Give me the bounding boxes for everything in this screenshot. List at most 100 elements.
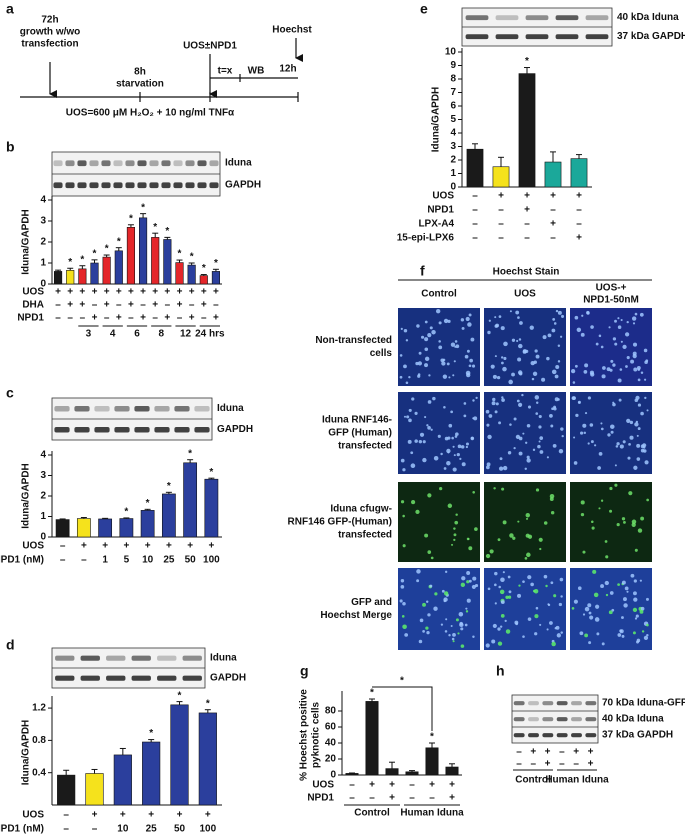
cell-nucleus bbox=[422, 630, 425, 633]
cell-nucleus bbox=[581, 314, 584, 317]
cell-nucleus bbox=[465, 370, 471, 376]
condition-mark: + bbox=[152, 287, 158, 298]
timeline-label: UOS±NPD1 bbox=[183, 41, 237, 52]
cell-nucleus bbox=[488, 319, 491, 322]
condition-mark: – bbox=[429, 793, 435, 804]
bar bbox=[142, 741, 161, 806]
cell-nucleus bbox=[470, 436, 475, 441]
cell-nucleus bbox=[518, 402, 523, 407]
cell-nucleus bbox=[529, 325, 534, 330]
condition-mark: + bbox=[164, 313, 170, 324]
cell-nucleus bbox=[621, 517, 626, 521]
cell-nucleus bbox=[612, 363, 616, 367]
condition-mark: 50 bbox=[174, 824, 186, 834]
cell-nucleus bbox=[598, 507, 601, 510]
cell-nucleus bbox=[466, 598, 471, 603]
cell-nucleus bbox=[502, 571, 505, 574]
blot-band bbox=[131, 675, 151, 681]
blot-band bbox=[53, 182, 63, 189]
cell-nucleus bbox=[464, 354, 469, 359]
cell-nucleus bbox=[558, 448, 564, 454]
cell-nucleus bbox=[620, 340, 623, 343]
cell-nucleus bbox=[534, 614, 539, 619]
cell-nucleus bbox=[407, 439, 412, 444]
cell-nucleus bbox=[454, 520, 459, 525]
cell-nucleus bbox=[455, 513, 458, 516]
condition-mark: – bbox=[55, 300, 61, 311]
cell-nucleus bbox=[533, 360, 537, 364]
cell-nucleus bbox=[614, 319, 617, 323]
condition-mark: – bbox=[349, 780, 355, 791]
cell-nucleus bbox=[621, 616, 624, 619]
significance-star: * bbox=[370, 688, 374, 699]
blot-band bbox=[194, 405, 210, 412]
blot-label: Iduna bbox=[210, 653, 237, 664]
cell-nucleus bbox=[452, 640, 455, 643]
blot-band bbox=[182, 655, 202, 661]
panel-label: f bbox=[420, 263, 425, 279]
bar bbox=[78, 268, 87, 285]
cell-nucleus bbox=[557, 360, 561, 363]
blot-label: GAPDH bbox=[210, 673, 246, 684]
y-tick-label: 20 bbox=[325, 754, 337, 765]
cell-nucleus bbox=[400, 327, 403, 330]
cell-nucleus bbox=[422, 457, 427, 463]
significance-star: * bbox=[124, 507, 128, 518]
cell-nucleus bbox=[621, 634, 625, 638]
cell-nucleus bbox=[538, 425, 542, 429]
cell-nucleus bbox=[534, 349, 538, 353]
cell-nucleus bbox=[464, 623, 468, 627]
cell-nucleus bbox=[450, 342, 456, 347]
bar bbox=[198, 712, 217, 806]
cell-nucleus bbox=[509, 310, 512, 313]
y-tick-label: 60 bbox=[325, 722, 337, 733]
group-label: Control bbox=[354, 808, 390, 819]
cell-nucleus bbox=[499, 589, 505, 595]
cell-nucleus bbox=[583, 431, 587, 435]
column-label: UOS bbox=[514, 289, 536, 300]
cell-nucleus bbox=[459, 622, 464, 628]
cell-nucleus bbox=[473, 416, 478, 421]
condition-mark: + bbox=[120, 810, 126, 821]
cell-nucleus bbox=[609, 591, 614, 595]
bar bbox=[187, 264, 196, 285]
cell-nucleus bbox=[465, 445, 469, 449]
bar bbox=[76, 518, 91, 538]
condition-mark: – bbox=[60, 541, 66, 552]
cell-nucleus bbox=[539, 623, 542, 626]
condition-name: NPD1 (nM) bbox=[0, 824, 44, 834]
cell-nucleus bbox=[574, 315, 579, 320]
y-axis-label: % Hoechst positive bbox=[299, 689, 310, 781]
micrograph bbox=[484, 482, 566, 562]
cell-nucleus bbox=[586, 310, 590, 315]
cell-nucleus bbox=[633, 367, 638, 372]
blot-band bbox=[556, 717, 568, 722]
cell-nucleus bbox=[442, 358, 446, 362]
cell-nucleus bbox=[511, 338, 516, 342]
significance-star: * bbox=[202, 263, 206, 274]
condition-mark: – bbox=[104, 313, 110, 324]
cell-nucleus bbox=[614, 464, 617, 467]
blot-band bbox=[513, 733, 525, 738]
cell-nucleus bbox=[503, 356, 507, 361]
condition-mark: – bbox=[409, 780, 415, 791]
cell-nucleus bbox=[517, 316, 520, 319]
cell-nucleus bbox=[443, 318, 449, 324]
cell-nucleus bbox=[551, 407, 554, 411]
cell-nucleus bbox=[403, 364, 407, 369]
cell-nucleus bbox=[455, 618, 459, 622]
significance-star: * bbox=[190, 252, 194, 263]
y-axis-label: Iduna/GAPDH bbox=[21, 463, 32, 529]
cell-nucleus bbox=[405, 381, 409, 385]
significance-star: * bbox=[117, 236, 121, 247]
cell-nucleus bbox=[526, 552, 531, 558]
cell-nucleus bbox=[467, 538, 470, 541]
bar bbox=[183, 462, 198, 538]
panel-label: g bbox=[300, 663, 309, 679]
cell-nucleus bbox=[497, 641, 503, 646]
cell-nucleus bbox=[546, 356, 550, 361]
cell-nucleus bbox=[553, 594, 557, 598]
y-tick-label: 4 bbox=[450, 128, 456, 139]
condition-mark: + bbox=[177, 810, 183, 821]
cell-nucleus bbox=[588, 611, 592, 615]
